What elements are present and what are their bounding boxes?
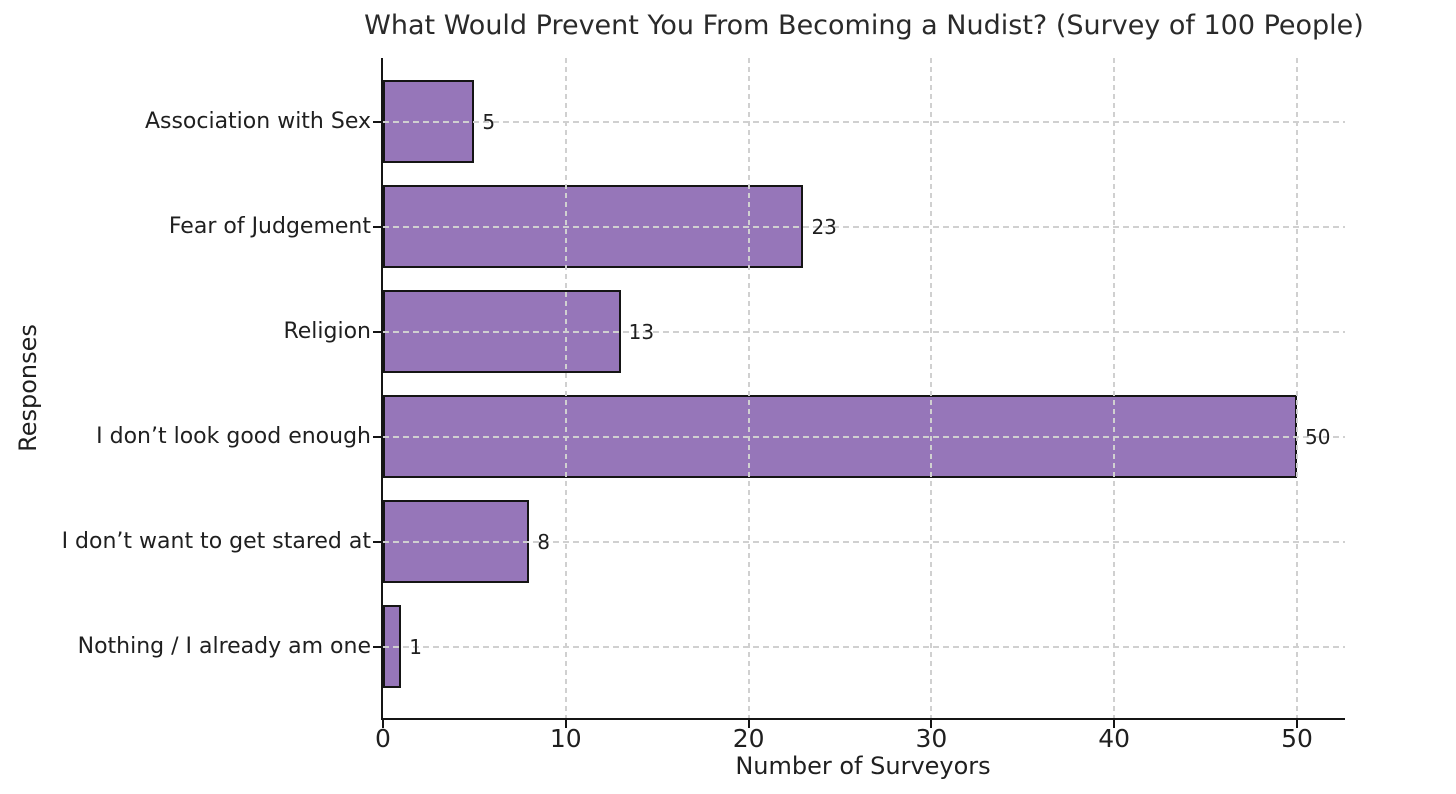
y-tick-mark [373,225,383,228]
bar-value-label: 1 [409,634,422,659]
x-tick-mark [382,718,384,728]
bar-value-label: 5 [482,109,496,134]
h-gridline [383,330,1345,333]
bar-value-label: 13 [628,319,655,344]
bar-value-label: 8 [537,529,550,554]
category-label: Fear of Judgement [168,213,371,239]
v-gridline [747,58,750,718]
x-tick-label: 10 [549,724,582,753]
x-tick-mark [564,718,567,728]
plot-area: Association with Sex 5 Fear of Judgement 23… [62,58,1345,753]
category-label: Association with Sex [144,108,371,134]
category-label: Nothing / I already am one [77,633,371,659]
h-gridline [383,120,1345,123]
x-tick-mark [747,718,750,728]
v-gridline [1296,58,1298,718]
category-label: Religion [283,318,371,344]
x-tick-label: 30 [915,724,948,753]
x-tick-label: 0 [375,724,391,753]
h-gridline [383,225,1345,228]
x-tick-label: 50 [1281,724,1313,753]
category-label: I don’t look good enough [96,423,371,449]
v-gridline [1113,58,1116,718]
category-label: I don’t want to get stared at [61,528,371,554]
y-tick-mark [373,435,383,438]
x-tick-mark [1113,718,1116,728]
bar-value-label: 50 [1305,424,1331,449]
x-tick-label: 20 [732,724,765,753]
x-tick-mark [1296,718,1298,728]
v-gridline [564,58,567,718]
x-tick-mark [930,718,933,728]
y-tick-mark [373,330,383,333]
y-tick-mark [373,120,383,123]
y-tick-mark [373,645,383,648]
chart-title: What Would Prevent You From Becoming a N… [364,10,1364,41]
h-gridline [383,540,1345,543]
y-tick-mark [373,540,383,543]
x-tick-label: 40 [1098,724,1131,753]
v-gridline [930,58,933,718]
bar-value-label: 23 [811,214,837,239]
h-gridline [383,645,1345,648]
h-gridline [383,435,1345,438]
x-axis-label: Number of Surveyors [735,752,991,780]
